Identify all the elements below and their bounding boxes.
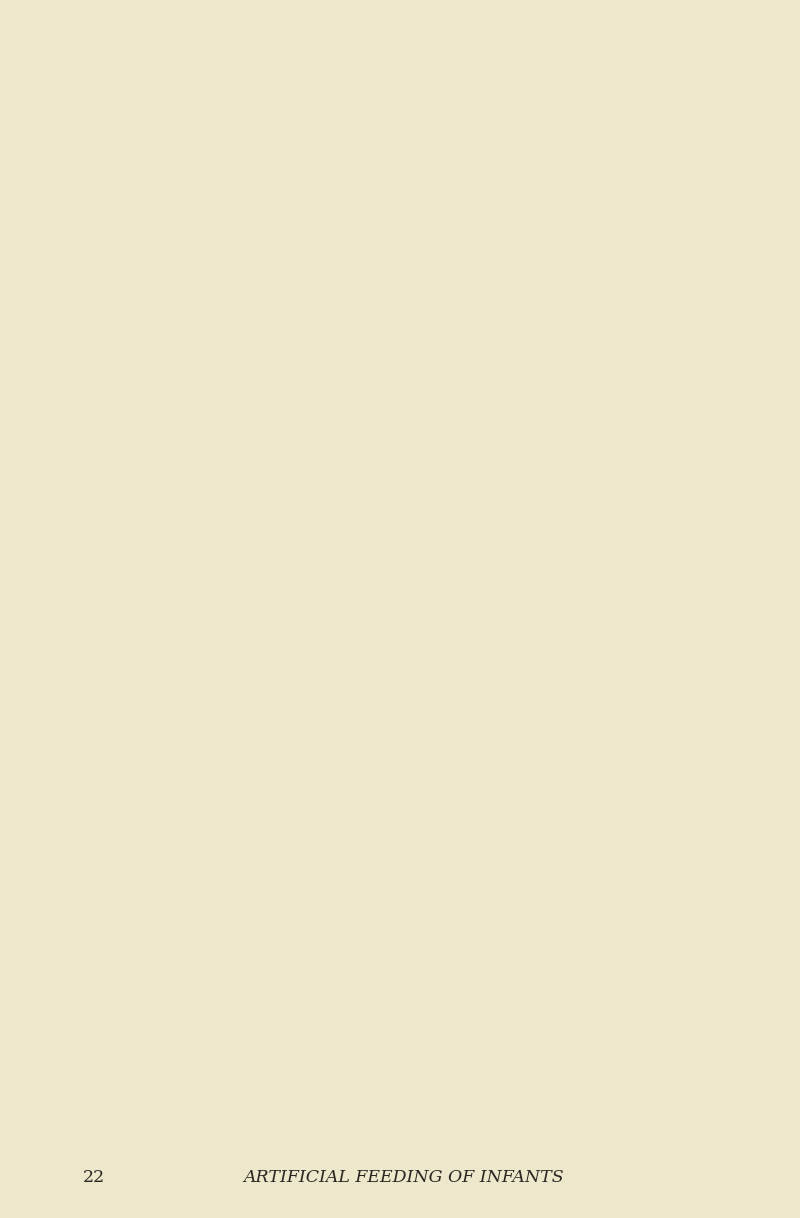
Text: 22: 22 bbox=[82, 1169, 105, 1186]
Text: ARTIFICIAL FEEDING OF INFANTS: ARTIFICIAL FEEDING OF INFANTS bbox=[244, 1169, 564, 1186]
